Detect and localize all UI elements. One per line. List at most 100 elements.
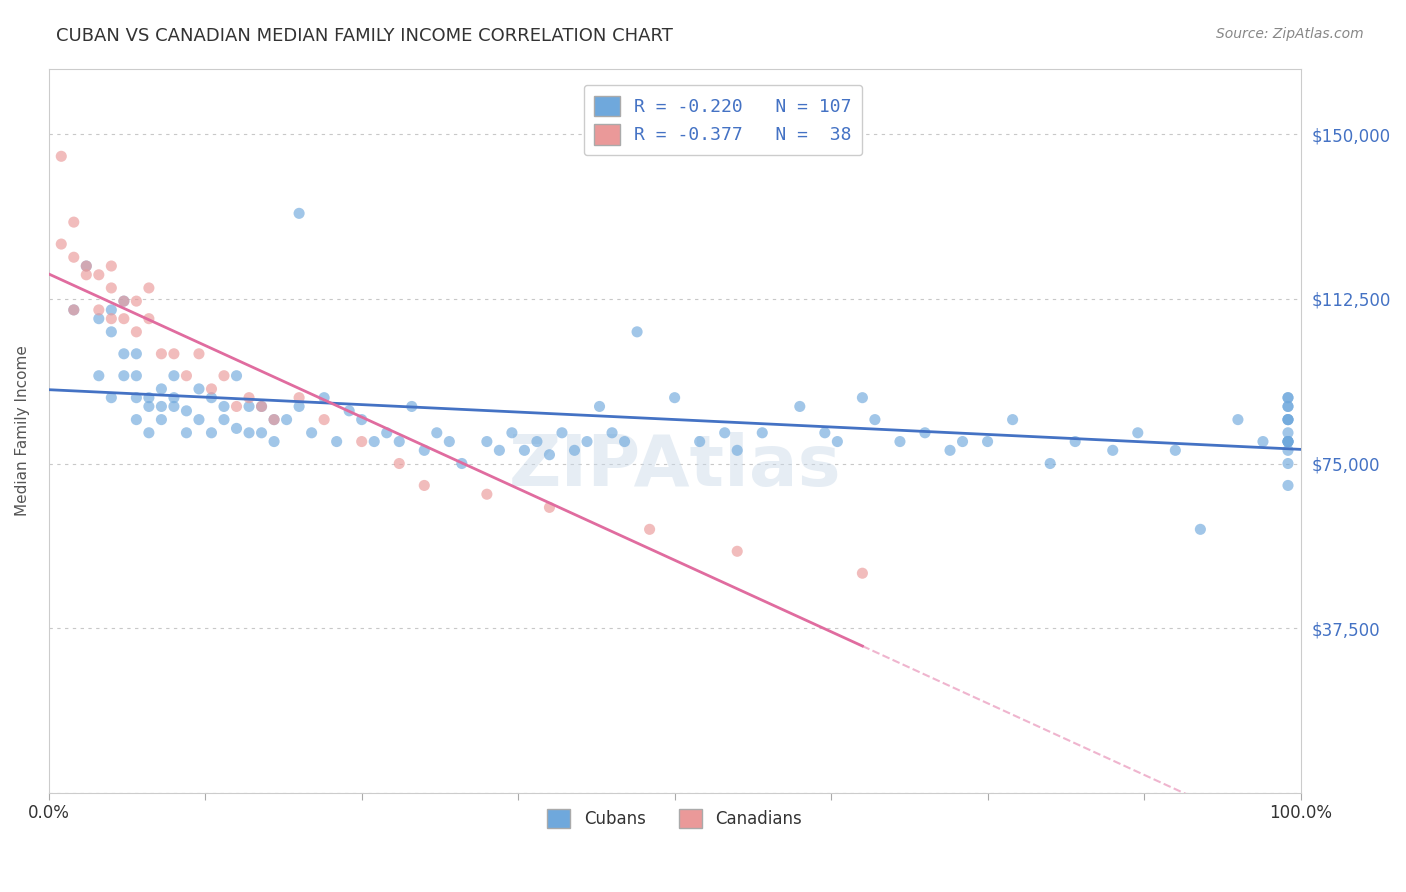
Point bbox=[314, 412, 336, 426]
Point bbox=[238, 391, 260, 405]
Point bbox=[176, 368, 198, 383]
Point bbox=[450, 457, 472, 471]
Point bbox=[789, 400, 811, 414]
Point bbox=[1001, 412, 1024, 426]
Point bbox=[350, 434, 373, 449]
Point bbox=[1277, 457, 1299, 471]
Point bbox=[1277, 400, 1299, 414]
Point bbox=[238, 400, 260, 414]
Point bbox=[225, 368, 247, 383]
Point bbox=[125, 325, 148, 339]
Point bbox=[526, 434, 548, 449]
Point bbox=[288, 206, 311, 220]
Point bbox=[100, 302, 122, 317]
Text: Source: ZipAtlas.com: Source: ZipAtlas.com bbox=[1216, 27, 1364, 41]
Point bbox=[100, 391, 122, 405]
Point bbox=[725, 443, 748, 458]
Point bbox=[401, 400, 423, 414]
Point bbox=[626, 325, 648, 339]
Text: ZIPAtlas: ZIPAtlas bbox=[509, 433, 841, 501]
Point bbox=[112, 294, 135, 309]
Point bbox=[638, 522, 661, 536]
Point bbox=[212, 412, 235, 426]
Point bbox=[551, 425, 574, 440]
Point bbox=[51, 237, 73, 252]
Point bbox=[1277, 443, 1299, 458]
Point bbox=[664, 391, 686, 405]
Point bbox=[125, 368, 148, 383]
Point bbox=[538, 500, 561, 515]
Point bbox=[163, 400, 186, 414]
Point bbox=[62, 302, 84, 317]
Point bbox=[576, 434, 599, 449]
Point bbox=[238, 425, 260, 440]
Point bbox=[600, 425, 623, 440]
Point bbox=[976, 434, 998, 449]
Point bbox=[413, 478, 436, 492]
Point bbox=[100, 281, 122, 295]
Point bbox=[814, 425, 837, 440]
Point bbox=[863, 412, 886, 426]
Point bbox=[363, 434, 385, 449]
Point bbox=[100, 311, 122, 326]
Point bbox=[276, 412, 298, 426]
Point bbox=[513, 443, 536, 458]
Point bbox=[250, 400, 273, 414]
Point bbox=[163, 347, 186, 361]
Point bbox=[51, 149, 73, 163]
Point bbox=[138, 400, 160, 414]
Point bbox=[827, 434, 849, 449]
Point bbox=[112, 347, 135, 361]
Point bbox=[1277, 434, 1299, 449]
Point bbox=[488, 443, 510, 458]
Point bbox=[350, 412, 373, 426]
Point bbox=[388, 457, 411, 471]
Point bbox=[163, 391, 186, 405]
Point bbox=[1226, 412, 1249, 426]
Point bbox=[176, 425, 198, 440]
Point bbox=[87, 311, 110, 326]
Point bbox=[914, 425, 936, 440]
Point bbox=[725, 544, 748, 558]
Point bbox=[1064, 434, 1087, 449]
Point bbox=[188, 412, 211, 426]
Point bbox=[1189, 522, 1212, 536]
Point bbox=[125, 391, 148, 405]
Point bbox=[439, 434, 461, 449]
Point bbox=[263, 412, 285, 426]
Point bbox=[138, 311, 160, 326]
Point bbox=[426, 425, 449, 440]
Point bbox=[713, 425, 735, 440]
Point bbox=[200, 425, 222, 440]
Point bbox=[87, 368, 110, 383]
Legend: Cubans, Canadians: Cubans, Canadians bbox=[540, 803, 808, 835]
Point bbox=[188, 347, 211, 361]
Point bbox=[250, 400, 273, 414]
Point bbox=[413, 443, 436, 458]
Point bbox=[250, 425, 273, 440]
Point bbox=[112, 368, 135, 383]
Point bbox=[1277, 434, 1299, 449]
Point bbox=[1126, 425, 1149, 440]
Point bbox=[889, 434, 911, 449]
Point bbox=[613, 434, 636, 449]
Point bbox=[1277, 425, 1299, 440]
Point bbox=[100, 325, 122, 339]
Point bbox=[225, 421, 247, 435]
Point bbox=[337, 404, 360, 418]
Point bbox=[75, 259, 97, 273]
Point bbox=[87, 268, 110, 282]
Point bbox=[62, 250, 84, 264]
Point bbox=[851, 566, 873, 581]
Point bbox=[212, 368, 235, 383]
Point bbox=[138, 391, 160, 405]
Point bbox=[1277, 391, 1299, 405]
Point bbox=[1277, 412, 1299, 426]
Point bbox=[952, 434, 974, 449]
Point bbox=[176, 404, 198, 418]
Point bbox=[288, 391, 311, 405]
Point bbox=[125, 294, 148, 309]
Point bbox=[301, 425, 323, 440]
Point bbox=[538, 448, 561, 462]
Point bbox=[62, 302, 84, 317]
